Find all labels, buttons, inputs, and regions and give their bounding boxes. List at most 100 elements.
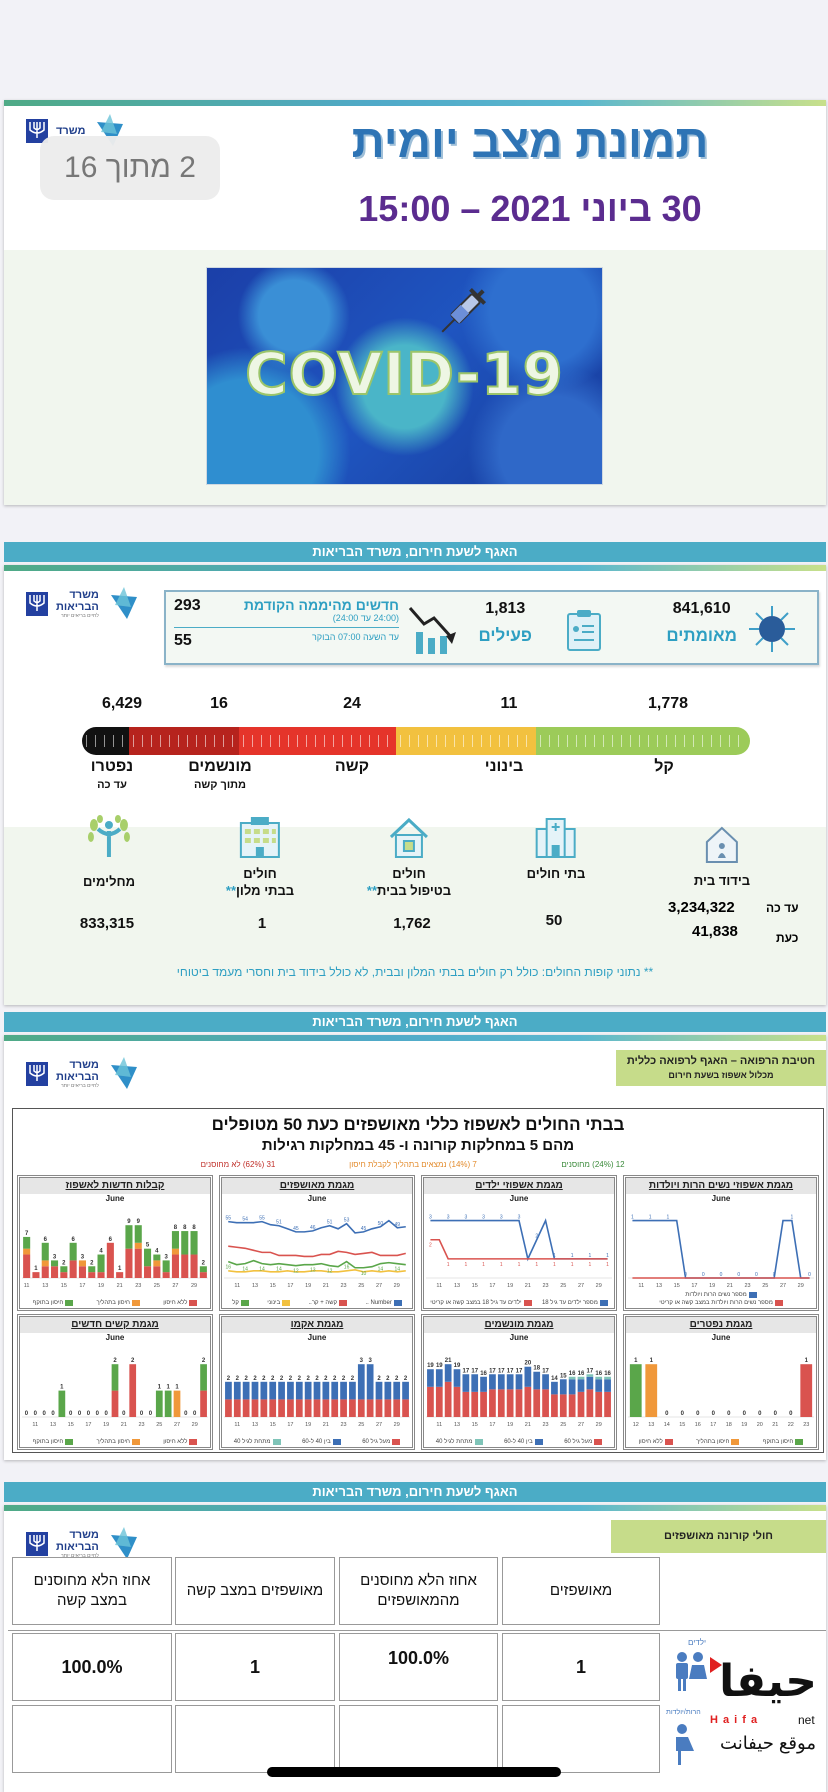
legend-swatch (339, 1300, 348, 1306)
x-tick-label: 29 (394, 1283, 400, 1289)
cell-maternity-pct-severe (12, 1705, 172, 1773)
bar-segment (153, 1254, 161, 1261)
bar-total-label: 0 (758, 1411, 762, 1417)
confirmed-value: 841,610 (672, 600, 731, 617)
department-tag: חטיבת הרפואה – האגף לרפואה כללית מכלול א… (616, 1050, 826, 1086)
legend-label: ללא חיסון (163, 1300, 188, 1306)
x-tick-label: 27 (578, 1422, 584, 1428)
chart-legend: ללא חיסון חיסון בתהליך חיסון בתוקף (23, 1299, 207, 1307)
bar-segment (60, 1272, 68, 1278)
point-label: 49 (395, 1222, 401, 1228)
legend-item: חיסון בתהליך (97, 1438, 140, 1446)
menorah-icon (26, 592, 48, 616)
x-tick-label: 11 (234, 1283, 240, 1289)
chart-title: מגמת מאושפזים (222, 1178, 412, 1194)
legend-item: בין 40 ל-60 (504, 1438, 543, 1446)
chart-title: מגמת קשים חדשים (20, 1317, 210, 1333)
bar-segment (357, 1364, 365, 1400)
home-indicator[interactable] (267, 1767, 561, 1777)
cell-children-pct-severe: 100.0% (12, 1633, 172, 1701)
x-tick-label: 25 (156, 1422, 162, 1428)
bar-total-label: 17 (489, 1368, 496, 1374)
divider (174, 627, 399, 628)
bar-segment (269, 1399, 277, 1417)
series-line (228, 1245, 406, 1258)
bar-total-label: 19 (436, 1363, 443, 1369)
bar-segment (60, 1266, 68, 1273)
bar-segment (402, 1381, 409, 1400)
header-pct-unvaccinated-severe: אחוז הלא מחוסנים במצב קשה (12, 1557, 172, 1625)
bar-segment (233, 1381, 241, 1400)
bar-total-label: 1 (34, 1266, 38, 1272)
header-pct-unvaccinated: אחוז הלא מחוסנים מהמאושפזים (339, 1557, 498, 1625)
x-tick-label: 29 (596, 1283, 602, 1289)
bar-total-label: 2 (90, 1260, 94, 1266)
legend-swatch (240, 1300, 249, 1306)
bar-segment (88, 1266, 96, 1273)
stat-hotels: חולים בבתי מלון** (226, 815, 294, 899)
x-tick-label: 29 (192, 1422, 198, 1428)
legend-item: מתחת לגיל 40 (436, 1438, 483, 1446)
bar-segment (106, 1242, 114, 1278)
bar-total-label: 2 (236, 1376, 240, 1382)
legend-label: מעל גיל 60 (564, 1439, 593, 1445)
x-tick-label: 12 (633, 1422, 639, 1428)
x-tick-label: 13 (454, 1422, 460, 1428)
home-isolation-label: בידוד בית (693, 873, 751, 888)
chart-title: קבלות חדשות לאשפוז (20, 1178, 210, 1194)
bar-segment (322, 1381, 330, 1400)
bar-total-label: 2 (386, 1376, 390, 1382)
bar-segment (366, 1364, 374, 1400)
bar-total-label: 17 (463, 1368, 470, 1374)
legend-label: מספר נשים הרות ויולדות (685, 1292, 747, 1298)
star-logo-icon (110, 587, 137, 619)
x-tick-label: 19 (305, 1283, 311, 1289)
point-label: 45 (361, 1226, 367, 1232)
bar-segment (181, 1231, 189, 1255)
hotels-asterisk: ** (225, 883, 237, 898)
covid-image: COVID-19 (206, 267, 603, 485)
x-tick-label: 13 (454, 1283, 460, 1289)
legend-label: בין 40 ל-60 (302, 1439, 331, 1445)
bar-segment (51, 1260, 59, 1267)
logo-line2: הבריאות (56, 1071, 99, 1083)
bar-total-label: 17 (542, 1368, 549, 1374)
bar-segment (366, 1399, 374, 1417)
legend-swatch (795, 1439, 804, 1445)
legend-item: מספר ילדים עד גיל 18 (542, 1299, 608, 1307)
bar-segment (568, 1376, 576, 1380)
severity-labels: קל בינוני קשה מונשמים נפטרו (4, 758, 826, 778)
bar-segment (304, 1381, 312, 1400)
bar-segment (551, 1381, 558, 1395)
point-label: 3 (518, 1215, 521, 1221)
bar-total-label: 0 (104, 1411, 108, 1417)
bar-segment (129, 1364, 137, 1417)
bar-total-label: 0 (25, 1411, 29, 1417)
bar-total-label: 3 (360, 1358, 364, 1364)
series-line (228, 1268, 406, 1273)
x-tick-label: 19 (507, 1422, 513, 1428)
bar-segment (331, 1399, 339, 1417)
new-prev-day-value: 293 (174, 597, 201, 614)
home-care-label-line2: בטיפול בבית (377, 883, 452, 898)
haifanet-watermark: حيفا H a i f a net موقع حيفانت (708, 1655, 828, 1792)
point-label: 1 (500, 1262, 503, 1268)
bar-segment (595, 1379, 603, 1392)
bar-segment (144, 1266, 152, 1278)
menorah-icon (26, 1062, 48, 1086)
bar-segment (604, 1376, 611, 1380)
bar-total-label: 16 (595, 1371, 602, 1377)
legend-swatch (65, 1300, 74, 1306)
bar-segment (800, 1364, 813, 1417)
bar-total-label: 2 (315, 1376, 319, 1382)
bar-segment (78, 1266, 86, 1278)
confirmed-label: מאומתים (666, 626, 737, 645)
bar-segment (190, 1231, 198, 1255)
table-divider (8, 1630, 826, 1631)
bar-segment (199, 1272, 207, 1278)
point-label: 1 (606, 1253, 609, 1259)
chart-legend: ללא חיסון חיסון בתהליך חיסון בתוקף (23, 1438, 207, 1446)
bar-segment (23, 1254, 31, 1278)
bar-total-label: 3 (81, 1254, 85, 1260)
bar-total-label: 7 (25, 1231, 29, 1237)
